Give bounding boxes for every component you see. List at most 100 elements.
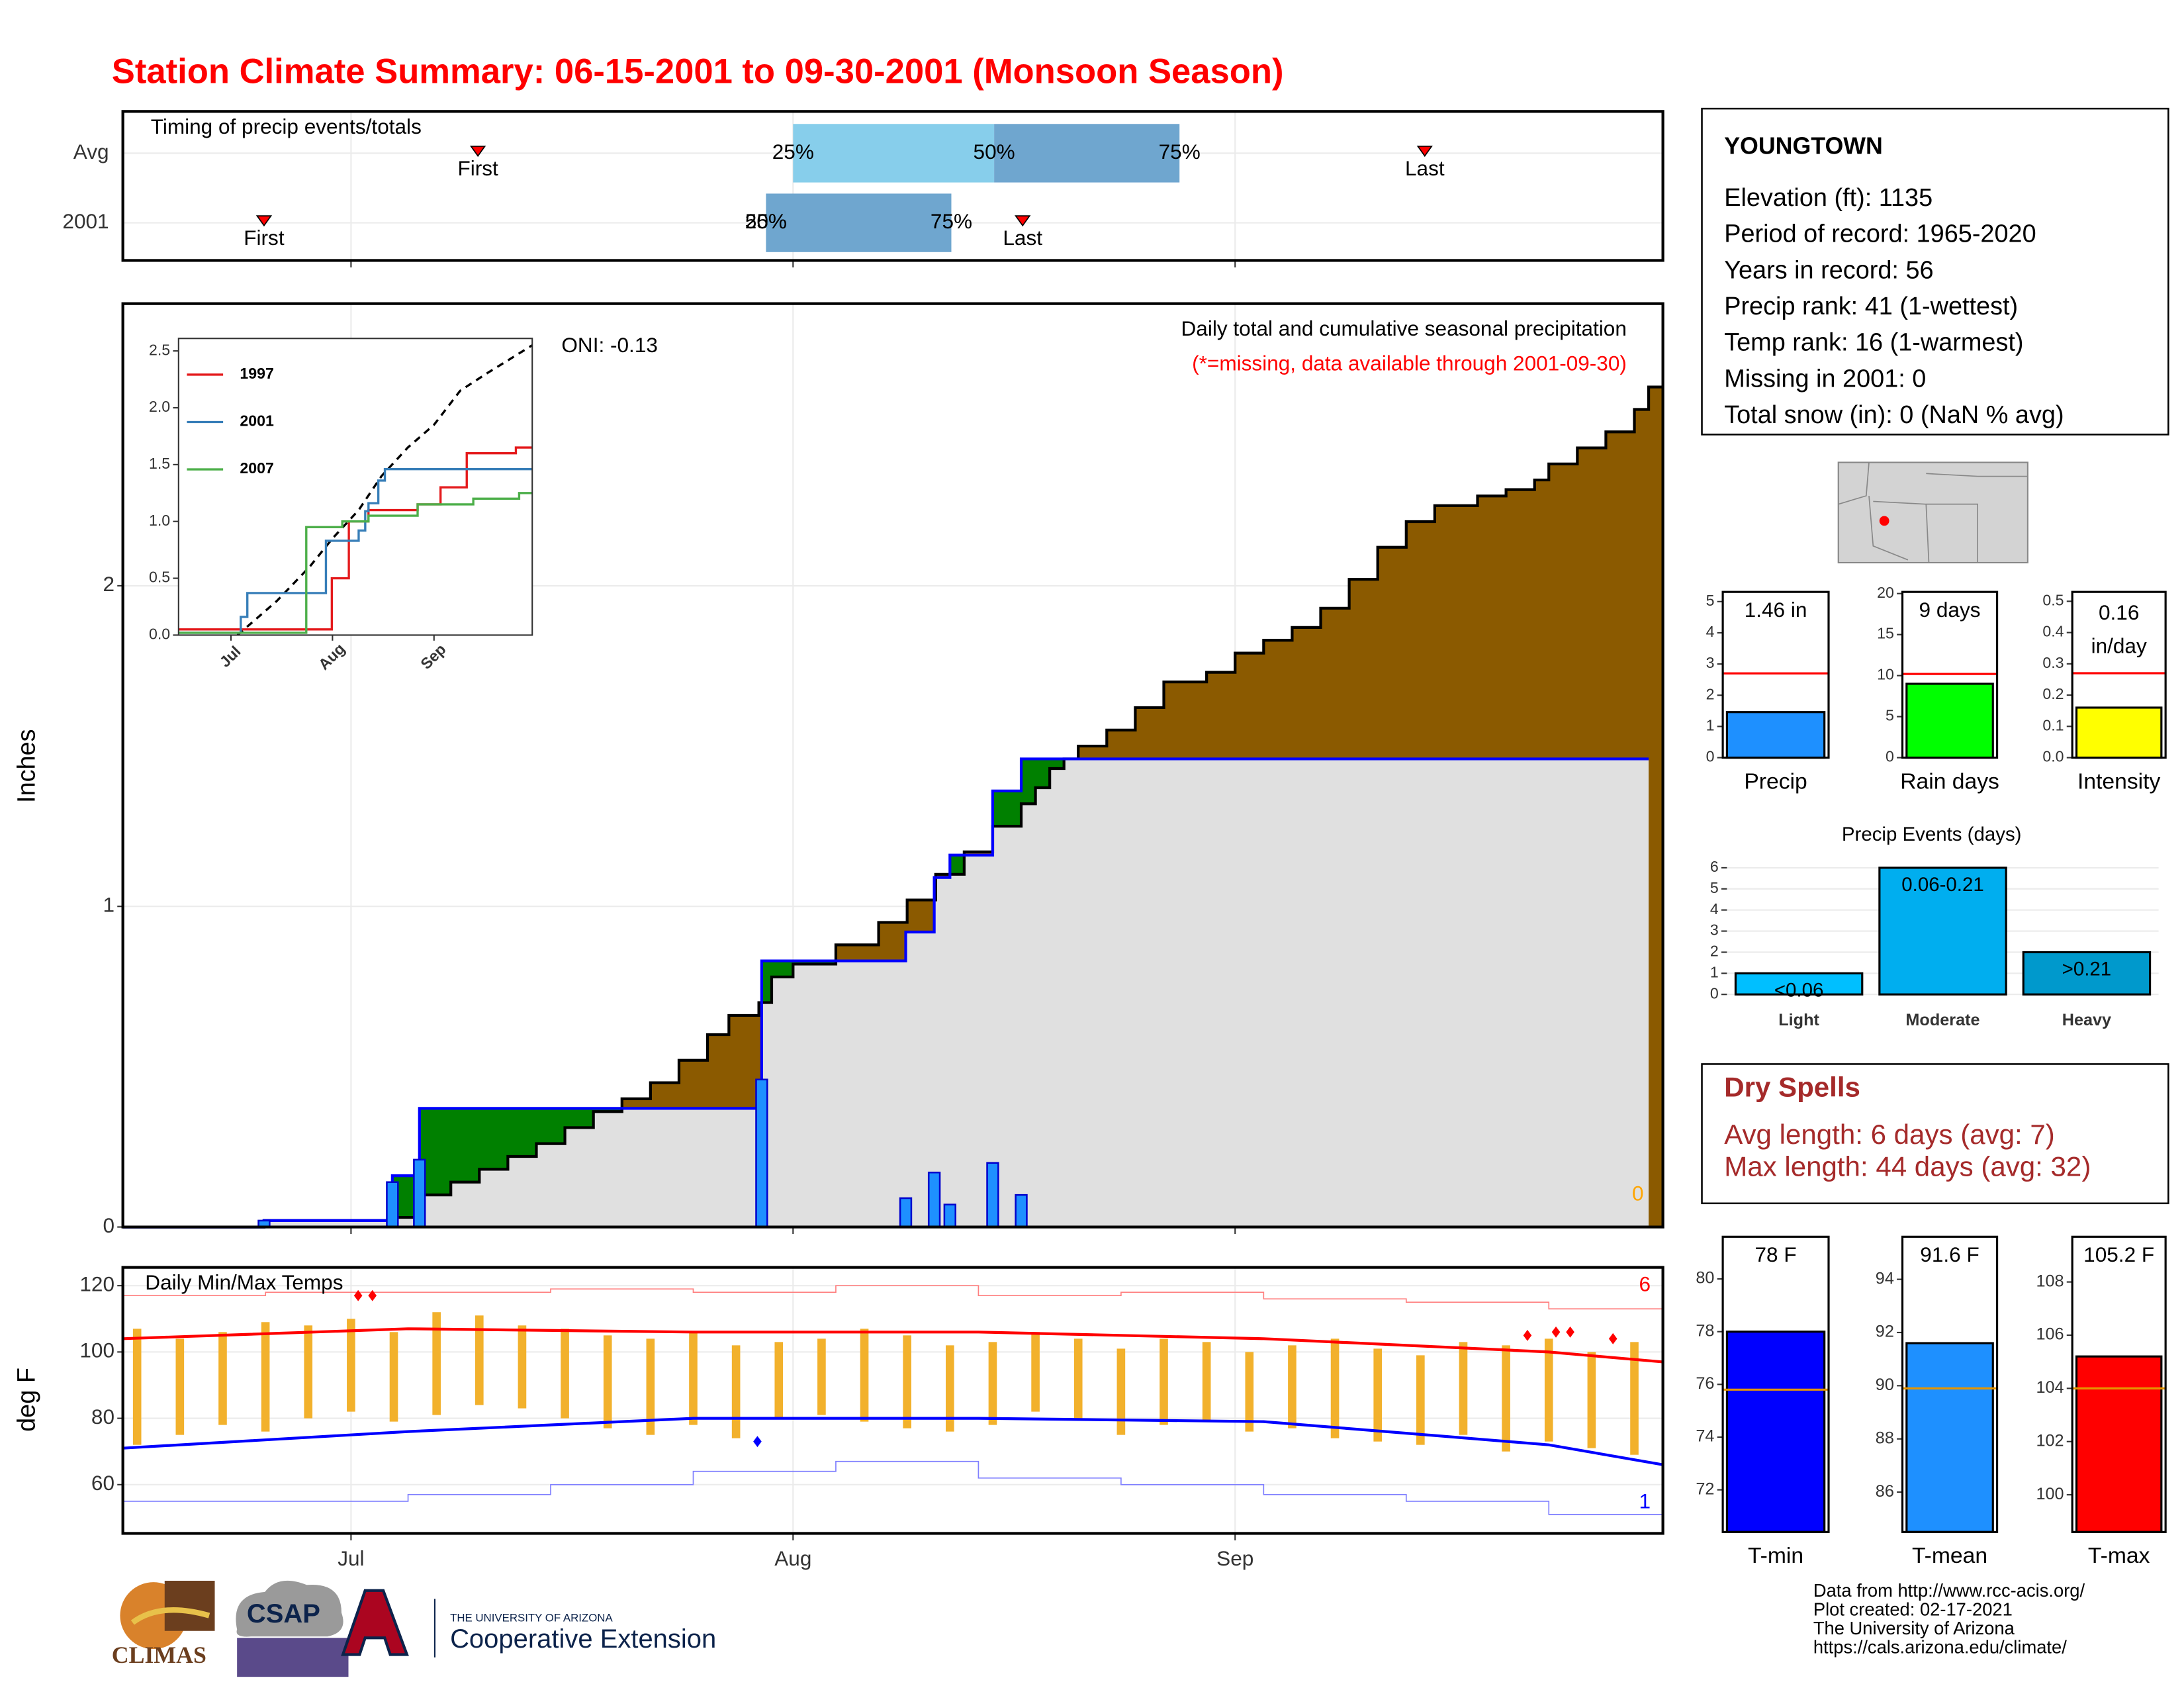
temp-range-bar — [175, 1338, 185, 1435]
y-tick-label: 2 — [1706, 685, 1715, 702]
panel-title: Daily Min/Max Temps — [145, 1270, 343, 1294]
temp-range-bar — [347, 1319, 355, 1412]
y-tick-label: 88 — [1876, 1429, 1894, 1447]
y-tick-label: 100 — [2036, 1485, 2064, 1503]
record-line — [122, 1285, 1664, 1313]
y-tick-label: 76 — [1696, 1374, 1714, 1393]
station-detail: Total snow (in): 0 (NaN % avg) — [1724, 401, 2064, 429]
category-label: T-max — [2088, 1544, 2150, 1568]
y-tick-label: 4 — [1706, 623, 1715, 640]
temp-range-bar — [518, 1325, 527, 1409]
y-tick-label: 0.3 — [2042, 654, 2064, 671]
percent-label: 25% — [745, 209, 787, 233]
y-tick-label: 5 — [1710, 879, 1719, 896]
climas-swoosh — [130, 1607, 210, 1625]
value-label: >0.21 — [2062, 959, 2112, 980]
event-marker — [255, 215, 273, 227]
temp-range-bar — [1202, 1342, 1211, 1422]
event-bar — [1734, 972, 1864, 996]
legend-label: 1997 — [240, 365, 273, 382]
y-tick-label: 0.5 — [2042, 591, 2064, 608]
temp-range-bar — [1587, 1352, 1596, 1448]
temp-range-bar — [1630, 1342, 1639, 1455]
panel-note: (*=missing, data available through 2001-… — [1192, 352, 1627, 375]
y-tick-label: 104 — [2036, 1378, 2064, 1397]
gauge-bar — [2075, 1355, 2163, 1533]
temp-range-bar — [304, 1325, 313, 1419]
y-tick-label: 5 — [1706, 592, 1715, 609]
y-tick-label: 90 — [1876, 1376, 1894, 1394]
event-bar — [2022, 951, 2152, 996]
season-line — [178, 468, 533, 634]
cumulative-line — [122, 385, 1663, 1229]
temp-range-bar — [774, 1342, 784, 1419]
legend-label: 2001 — [240, 412, 274, 430]
temp-range-bar — [1031, 1332, 1040, 1412]
timing-bar — [766, 193, 952, 252]
record-marker — [1523, 1329, 1532, 1341]
gauge-bar — [1725, 1331, 1826, 1533]
daily-bar — [943, 1203, 956, 1228]
category-label: Rain days — [1900, 769, 1999, 794]
temp-range-bar — [817, 1338, 826, 1415]
station-name: YOUNGTOWN — [1724, 132, 1883, 159]
panel-title: Timing of precip events/totals — [151, 115, 422, 138]
station-box — [1701, 107, 2169, 436]
daily-bar — [899, 1197, 913, 1228]
gauge-bar — [1725, 711, 1826, 759]
temp-range-bar — [1416, 1355, 1425, 1445]
gauge-bar — [2075, 706, 2163, 759]
y-tick-label: 1.0 — [149, 512, 170, 529]
record-marker — [353, 1289, 363, 1301]
station-detail: Elevation (ft): 1135 — [1724, 184, 1933, 212]
temp-range-bar — [1288, 1345, 1297, 1429]
record-high-count: 6 — [1639, 1272, 1651, 1295]
y-tick-label: 86 — [1876, 1482, 1894, 1501]
footer-line: Plot created: 02-17-2021 — [1813, 1599, 2013, 1619]
value-label: 0.16 in/day — [2091, 600, 2147, 657]
overlap-area — [122, 759, 1649, 1227]
daily-bar — [755, 1078, 768, 1228]
csap-logo-text: CSAP — [247, 1599, 320, 1628]
temp-range-bar — [561, 1329, 569, 1419]
y-tick-label: 2 — [103, 572, 114, 596]
temp-range-bar — [218, 1332, 227, 1425]
value-label: 0.06-0.21 — [1901, 874, 1983, 896]
y-tick-label: 2.0 — [149, 398, 170, 415]
y-tick-label: 102 — [2036, 1431, 2064, 1450]
daily-bar — [413, 1158, 426, 1228]
value-label: 105.2 F — [2083, 1243, 2154, 1266]
station-detail: Temp rank: 16 (1-warmest) — [1724, 329, 2023, 357]
temp-range-bar — [946, 1345, 954, 1432]
gauge-frame — [1901, 590, 1999, 759]
dry-spells-box — [1701, 1063, 2169, 1205]
category-label: Avg — [73, 140, 109, 164]
gauge-frame — [1721, 590, 1830, 759]
record-marker — [368, 1289, 377, 1301]
value-label-line: 0.16 — [2099, 600, 2139, 624]
y-tick-label: 0 — [103, 1213, 114, 1237]
inset-frame — [177, 338, 533, 636]
category-label: Moderate — [1905, 1011, 1979, 1029]
y-tick-label: 0.2 — [2042, 685, 2064, 702]
temp-range-bar — [903, 1335, 911, 1429]
y-tick-label: 1 — [1710, 963, 1719, 980]
y-tick-label: 15 — [1877, 625, 1894, 642]
temp-range-bar — [1459, 1342, 1468, 1435]
dry-spells-detail: Avg length: 6 days (avg: 7) — [1724, 1119, 2055, 1150]
y-tick-label: 1.5 — [149, 455, 170, 472]
value-label: 78 F — [1754, 1243, 1796, 1266]
page-title: Station Climate Summary: 06-15-2001 to 0… — [112, 52, 1284, 91]
temp-range-bar — [988, 1342, 997, 1425]
gauge-bar — [1905, 682, 1994, 759]
event-label: Last — [1405, 156, 1445, 180]
y-tick-label: 0.4 — [2042, 623, 2064, 640]
percent-label: 25% — [772, 140, 814, 164]
y-tick-label: 2 — [1710, 943, 1719, 960]
y-tick-label: 80 — [1696, 1269, 1714, 1288]
gauge-frame — [1721, 1235, 1830, 1533]
timing-bar — [994, 124, 1180, 183]
station-detail: Precip rank: 41 (1-wettest) — [1724, 293, 2018, 320]
y-tick-label: 6 — [1710, 858, 1719, 875]
